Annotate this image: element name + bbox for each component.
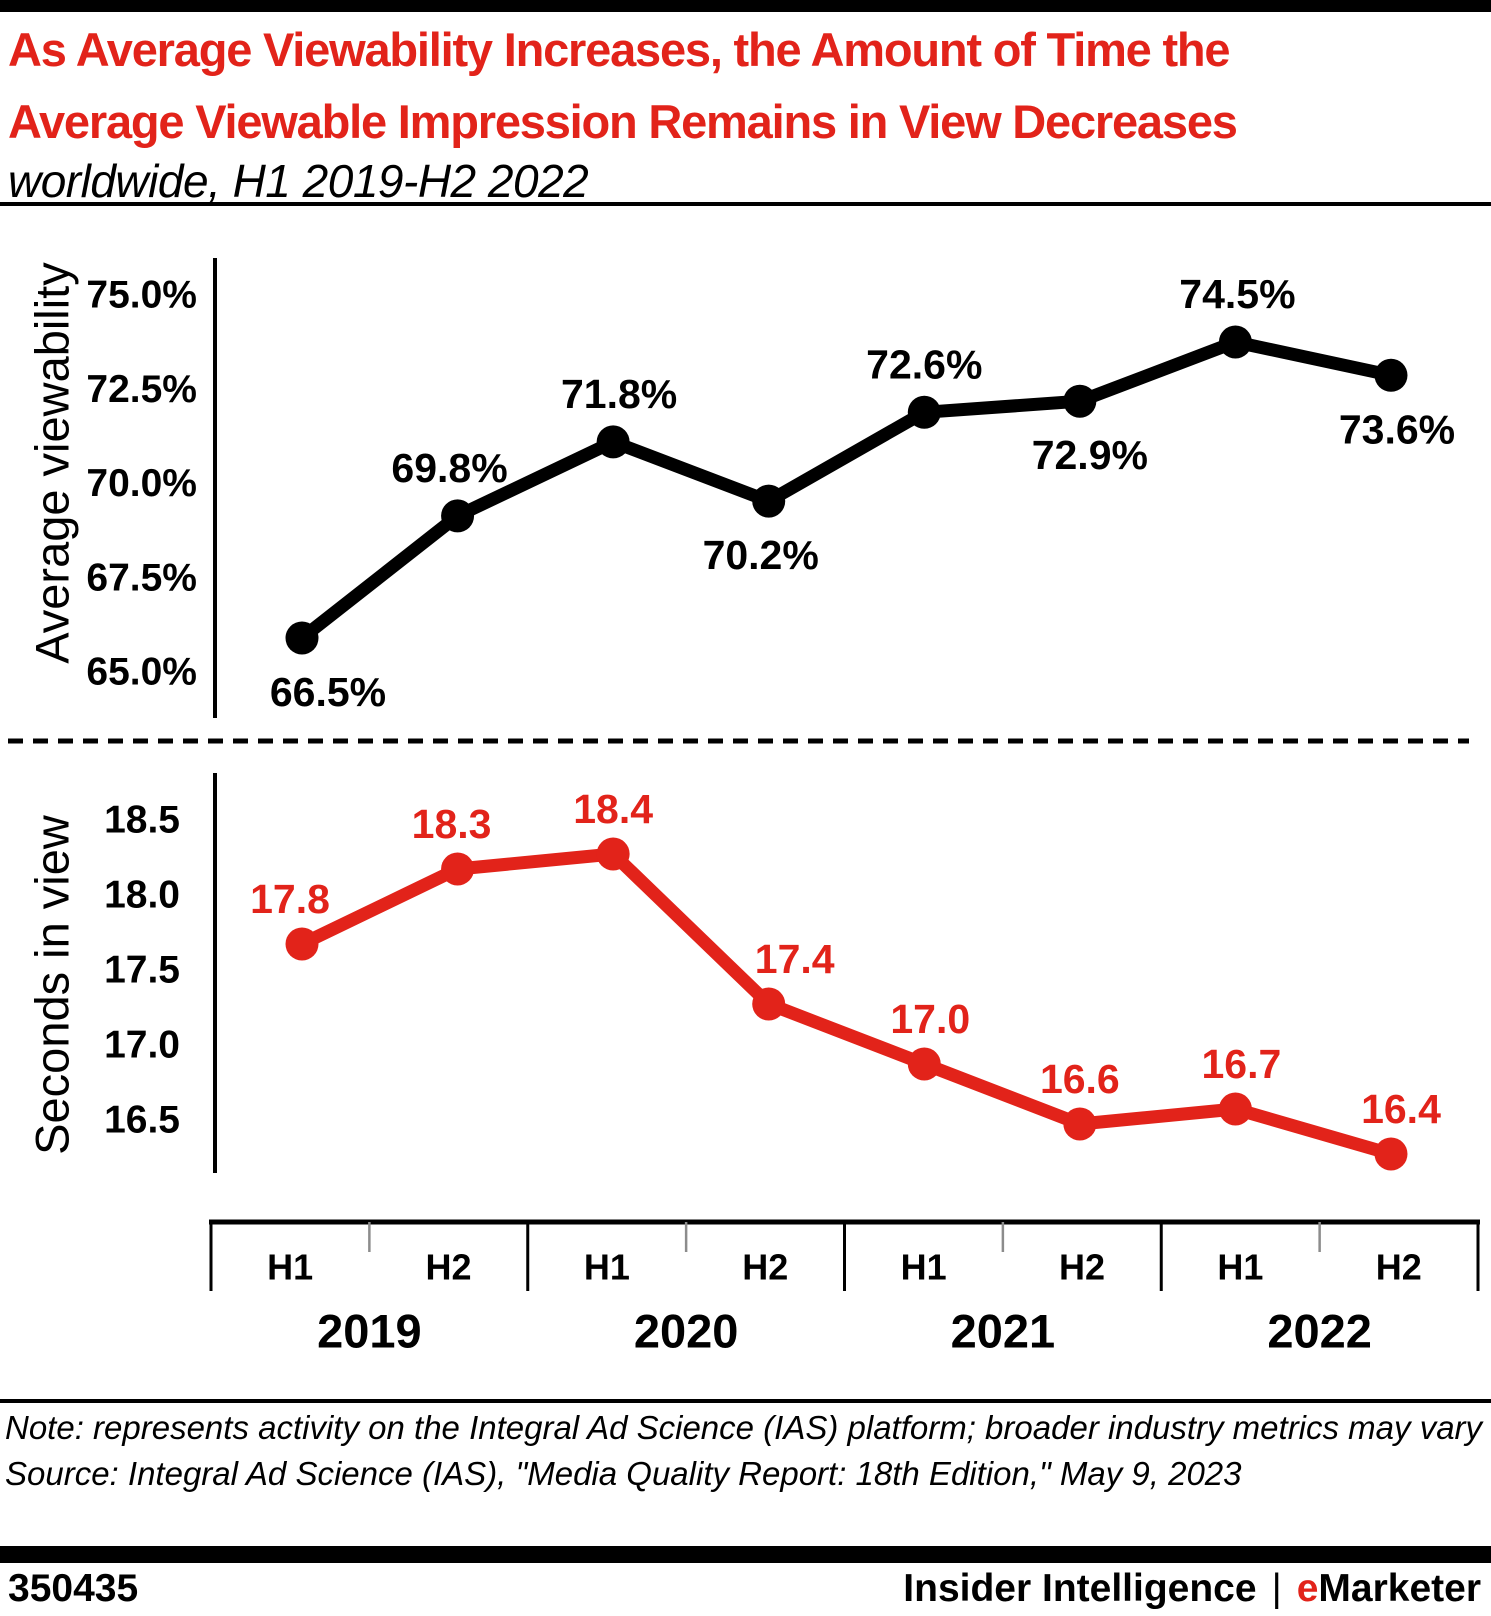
x-half-label: H1: [1217, 1247, 1263, 1288]
brand-insider-intelligence: Insider Intelligence: [903, 1567, 1257, 1610]
data-label-average-viewability: 73.6%: [1339, 406, 1455, 452]
y-tick-label: 18.5: [104, 799, 180, 842]
data-label-seconds-in-view: 17.8: [250, 876, 330, 922]
x-half-label: H2: [426, 1247, 472, 1288]
x-year-label: 2021: [951, 1305, 1056, 1358]
data-label-average-viewability: 71.8%: [561, 371, 677, 417]
data-label-average-viewability: 69.8%: [391, 445, 507, 491]
data-point-seconds-in-view: [752, 987, 786, 1021]
data-label-seconds-in-view: 18.3: [412, 801, 492, 847]
data-label-seconds-in-view: 16.6: [1040, 1056, 1120, 1102]
data-point-average-viewability: [907, 395, 941, 429]
y-tick-label: 75.0%: [86, 274, 197, 317]
y-axis-title-average-viewability: Average viewability: [26, 262, 79, 664]
y-tick-label: 16.5: [104, 1099, 180, 1142]
note-text: Note: represents activity on the Integra…: [5, 1409, 1483, 1446]
data-point-average-viewability: [1063, 384, 1097, 418]
y-tick-label: 17.5: [104, 949, 180, 992]
data-point-seconds-in-view: [1218, 1092, 1252, 1126]
brand-emarketer-e: e: [1296, 1567, 1319, 1610]
data-point-average-viewability: [752, 484, 786, 518]
data-label-average-viewability: 72.6%: [866, 341, 982, 387]
x-year-label: 2020: [634, 1305, 739, 1358]
data-point-seconds-in-view: [1063, 1107, 1097, 1141]
brand-emarketer-marketer: Marketer: [1318, 1567, 1481, 1610]
note-divider: [0, 1399, 1491, 1403]
header-divider: [0, 202, 1491, 206]
data-point-average-viewability: [1374, 358, 1408, 392]
y-tick-label: 70.0%: [86, 462, 197, 505]
y-tick-label: 65.0%: [86, 651, 197, 694]
y-axis-title-seconds-in-view: Seconds in view: [26, 814, 79, 1155]
data-point-average-viewability: [441, 499, 475, 533]
footer: 350435 Insider Intelligence | eMarketer: [8, 1566, 1481, 1612]
data-point-average-viewability: [1218, 325, 1252, 359]
x-year-label: 2022: [1267, 1305, 1372, 1358]
data-label-seconds-in-view: 18.4: [573, 786, 653, 832]
series-line-average-viewability: [295, 335, 1398, 645]
title-line-1: As Average Viewability Increases, the Am…: [8, 23, 1231, 76]
data-point-seconds-in-view: [285, 927, 319, 961]
title-line-2: Average Viewable Impression Remains in V…: [8, 95, 1238, 148]
y-tick-label: 72.5%: [86, 368, 197, 411]
brand-emarketer: eMarketer: [1297, 1567, 1481, 1611]
bottom-black-bar: [0, 1546, 1491, 1563]
data-point-average-viewability: [285, 621, 319, 655]
x-half-label: H2: [1376, 1247, 1422, 1288]
data-point-average-viewability: [596, 425, 630, 459]
data-point-seconds-in-view: [1374, 1137, 1408, 1171]
x-half-label: H2: [1059, 1247, 1105, 1288]
page-title: As Average Viewability Increases, the Am…: [8, 14, 1238, 158]
data-label-average-viewability: 70.2%: [703, 532, 819, 578]
data-label-seconds-in-view: 17.0: [890, 996, 970, 1042]
data-label-seconds-in-view: 17.4: [755, 936, 835, 982]
data-label-seconds-in-view: 16.7: [1202, 1041, 1282, 1087]
brand: Insider Intelligence | eMarketer: [903, 1567, 1481, 1611]
series-line-seconds-in-view: [295, 847, 1398, 1161]
data-label-seconds-in-view: 16.4: [1361, 1086, 1441, 1132]
top-black-bar: [0, 0, 1491, 12]
x-half-label: H1: [267, 1247, 313, 1288]
x-half-label: H1: [901, 1247, 947, 1288]
brand-separator: |: [1271, 1567, 1282, 1610]
y-tick-label: 18.0: [104, 874, 180, 917]
data-label-average-viewability: 74.5%: [1179, 271, 1295, 317]
data-point-seconds-in-view: [907, 1047, 941, 1081]
source-text: Source: Integral Ad Science (IAS), "Medi…: [5, 1455, 1242, 1492]
x-half-label: H2: [742, 1247, 788, 1288]
subtitle: worldwide, H1 2019-H2 2022: [8, 155, 589, 207]
chart-id: 350435: [8, 1567, 139, 1610]
x-half-label: H1: [584, 1247, 630, 1288]
y-tick-label: 17.0: [104, 1024, 180, 1067]
y-tick-label: 67.5%: [86, 556, 197, 599]
data-label-average-viewability: 66.5%: [270, 669, 386, 715]
data-label-average-viewability: 72.9%: [1032, 432, 1148, 478]
x-year-label: 2019: [317, 1305, 422, 1358]
data-point-seconds-in-view: [441, 852, 475, 886]
data-point-seconds-in-view: [596, 837, 630, 871]
notes-block: Note: represents activity on the Integra…: [5, 1405, 1488, 1497]
